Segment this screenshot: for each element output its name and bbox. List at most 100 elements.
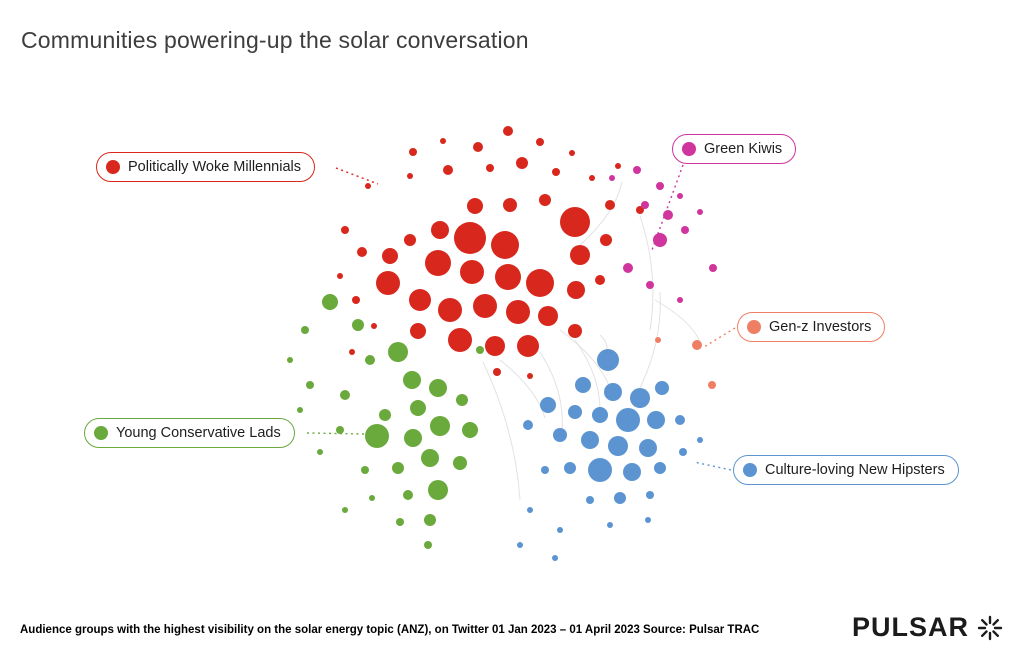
bubble-politically-woke-millennials bbox=[443, 165, 453, 175]
bubble-young-conservative-lads bbox=[317, 449, 323, 455]
bubble-young-conservative-lads bbox=[301, 326, 309, 334]
bubble-politically-woke-millennials bbox=[409, 148, 417, 156]
bubble-culture-loving-new-hipsters bbox=[647, 411, 665, 429]
bubble-young-conservative-lads bbox=[352, 319, 364, 331]
network-edge bbox=[579, 181, 623, 246]
bubble-young-conservative-lads bbox=[388, 342, 408, 362]
bubble-young-conservative-lads bbox=[392, 462, 404, 474]
bubble-culture-loving-new-hipsters bbox=[517, 542, 523, 548]
bubble-green-kiwis bbox=[709, 264, 717, 272]
chart-caption: Audience groups with the highest visibil… bbox=[20, 624, 760, 636]
bubble-politically-woke-millennials bbox=[570, 245, 590, 265]
bubble-culture-loving-new-hipsters bbox=[597, 349, 619, 371]
bubble-young-conservative-lads bbox=[297, 407, 303, 413]
bubble-culture-loving-new-hipsters bbox=[675, 415, 685, 425]
cluster-color-dot-icon bbox=[743, 463, 757, 477]
network-edge bbox=[482, 361, 521, 501]
bubble-politically-woke-millennials bbox=[503, 126, 513, 136]
bubble-culture-loving-new-hipsters bbox=[607, 522, 613, 528]
bubble-politically-woke-millennials bbox=[352, 296, 360, 304]
bubble-politically-woke-millennials bbox=[503, 198, 517, 212]
bubble-young-conservative-lads bbox=[287, 357, 293, 363]
bubble-green-kiwis bbox=[697, 209, 703, 215]
bubble-culture-loving-new-hipsters bbox=[564, 462, 576, 474]
bubble-politically-woke-millennials bbox=[615, 163, 621, 169]
bubble-culture-loving-new-hipsters bbox=[697, 437, 703, 443]
network-edge bbox=[574, 339, 601, 416]
bubble-young-conservative-lads bbox=[424, 514, 436, 526]
bubble-culture-loving-new-hipsters bbox=[646, 491, 654, 499]
bubble-green-kiwis bbox=[633, 166, 641, 174]
bubble-green-kiwis bbox=[677, 297, 683, 303]
bubble-politically-woke-millennials bbox=[337, 273, 343, 279]
bubble-politically-woke-millennials bbox=[595, 275, 605, 285]
bubble-culture-loving-new-hipsters bbox=[575, 377, 591, 393]
cluster-label-text: Young Conservative Lads bbox=[116, 425, 281, 441]
bubble-politically-woke-millennials bbox=[404, 234, 416, 246]
cluster-color-dot-icon bbox=[106, 160, 120, 174]
bubble-green-kiwis bbox=[677, 193, 683, 199]
network-edge bbox=[559, 329, 611, 389]
bubble-young-conservative-lads bbox=[429, 379, 447, 397]
bubble-politically-woke-millennials bbox=[516, 157, 528, 169]
label-connector-gen-z-investors bbox=[703, 327, 736, 348]
bubble-gen-z-investors bbox=[708, 381, 716, 389]
bubble-young-conservative-lads bbox=[361, 466, 369, 474]
bubble-politically-woke-millennials bbox=[425, 250, 451, 276]
bubble-culture-loving-new-hipsters bbox=[614, 492, 626, 504]
label-connector-culture-loving-new-hipsters bbox=[693, 461, 732, 471]
bubble-culture-loving-new-hipsters bbox=[592, 407, 608, 423]
bubble-politically-woke-millennials bbox=[448, 328, 472, 352]
bubble-young-conservative-lads bbox=[403, 371, 421, 389]
bubble-politically-woke-millennials bbox=[517, 335, 539, 357]
cluster-label-young-conservative-lads: Young Conservative Lads bbox=[84, 418, 295, 448]
bubble-culture-loving-new-hipsters bbox=[568, 405, 582, 419]
bubble-young-conservative-lads bbox=[453, 456, 467, 470]
bubble-politically-woke-millennials bbox=[485, 336, 505, 356]
label-connector-green-kiwis bbox=[651, 164, 684, 251]
bubble-culture-loving-new-hipsters bbox=[552, 555, 558, 561]
bubble-politically-woke-millennials bbox=[349, 349, 355, 355]
bubble-culture-loving-new-hipsters bbox=[588, 458, 612, 482]
bubble-green-kiwis bbox=[641, 201, 649, 209]
bubble-politically-woke-millennials bbox=[636, 206, 644, 214]
bubble-culture-loving-new-hipsters bbox=[608, 436, 628, 456]
bubble-politically-woke-millennials bbox=[536, 138, 544, 146]
bubble-politically-woke-millennials bbox=[341, 226, 349, 234]
bubble-politically-woke-millennials bbox=[382, 248, 398, 264]
bubble-young-conservative-lads bbox=[403, 490, 413, 500]
cluster-label-text: Culture-loving New Hipsters bbox=[765, 462, 945, 478]
bubble-politically-woke-millennials bbox=[568, 324, 582, 338]
bubble-culture-loving-new-hipsters bbox=[586, 496, 594, 504]
bubble-green-kiwis bbox=[653, 233, 667, 247]
network-edge bbox=[539, 351, 563, 431]
bubble-young-conservative-lads bbox=[365, 424, 389, 448]
bubble-culture-loving-new-hipsters bbox=[623, 463, 641, 481]
cluster-color-dot-icon bbox=[682, 142, 696, 156]
bubble-young-conservative-lads bbox=[379, 409, 391, 421]
brand-wordmark: PULSAR bbox=[851, 612, 969, 642]
bubble-young-conservative-lads bbox=[462, 422, 478, 438]
cluster-label-text: Green Kiwis bbox=[704, 141, 783, 157]
bubble-politically-woke-millennials bbox=[407, 173, 413, 179]
cluster-label-text: Politically Woke Millennials bbox=[128, 159, 301, 175]
bubble-politically-woke-millennials bbox=[526, 269, 554, 297]
bubble-culture-loving-new-hipsters bbox=[604, 383, 622, 401]
bubble-young-conservative-lads bbox=[396, 518, 404, 526]
bubble-culture-loving-new-hipsters bbox=[540, 397, 556, 413]
label-connector-young-conservative-lads bbox=[306, 432, 365, 435]
bubble-gen-z-investors bbox=[692, 340, 702, 350]
bubble-politically-woke-millennials bbox=[454, 222, 486, 254]
bubble-politically-woke-millennials bbox=[460, 260, 484, 284]
bubble-politically-woke-millennials bbox=[473, 294, 497, 318]
bubble-culture-loving-new-hipsters bbox=[630, 388, 650, 408]
network-edge bbox=[639, 215, 654, 331]
bubble-politically-woke-millennials bbox=[491, 231, 519, 259]
bubble-culture-loving-new-hipsters bbox=[527, 507, 533, 513]
cluster-color-dot-icon bbox=[747, 320, 761, 334]
bubble-culture-loving-new-hipsters bbox=[655, 381, 669, 395]
bubble-politically-woke-millennials bbox=[431, 221, 449, 239]
bubble-politically-woke-millennials bbox=[506, 300, 530, 324]
bubble-culture-loving-new-hipsters bbox=[639, 439, 657, 457]
